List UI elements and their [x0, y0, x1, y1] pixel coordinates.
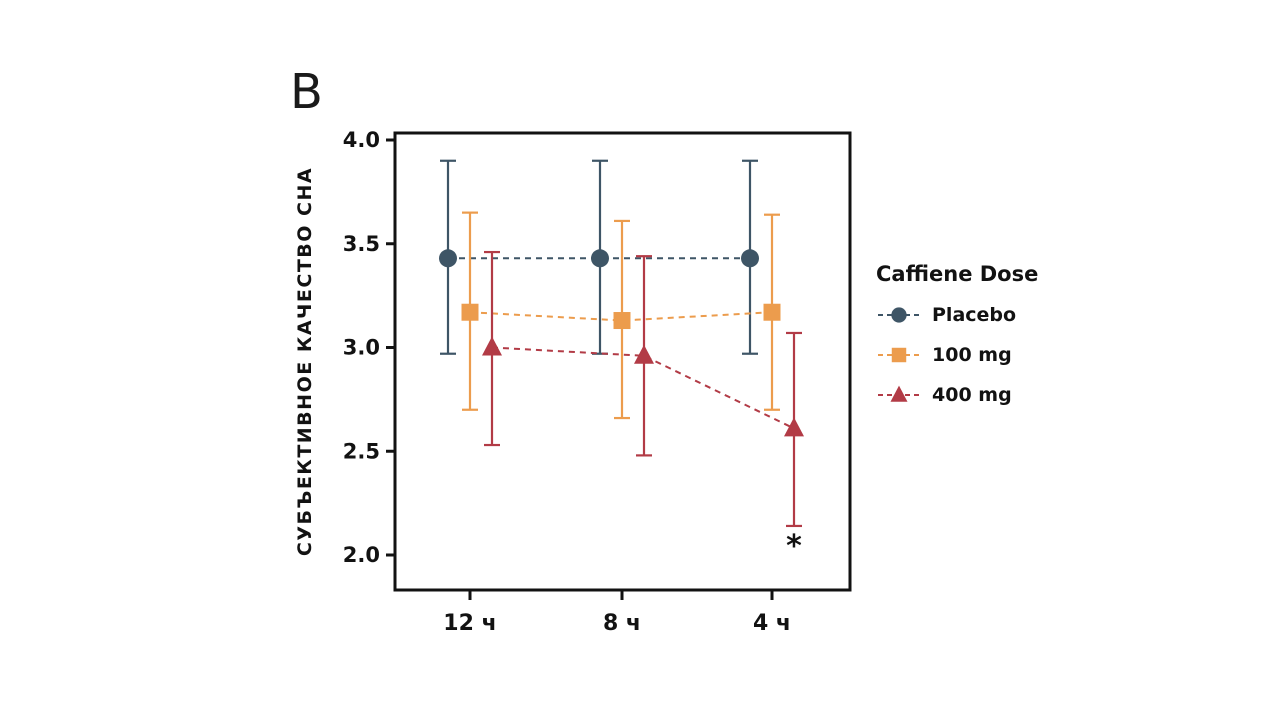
y-tick-label: 3.5 [343, 232, 380, 256]
dose-400mg-triangle-marker-icon [878, 385, 920, 402]
circle-marker [891, 307, 907, 323]
legend-title: Caffiene Dose [876, 262, 1039, 286]
square-marker [763, 303, 781, 321]
placebo-circle-marker-icon [878, 307, 920, 323]
triangle-marker [634, 344, 654, 364]
y-axis-title: СУБЪЕКТИВНОЕ КАЧЕСТВО СНА [294, 167, 316, 556]
significance-asterisk: * [786, 529, 802, 564]
y-tick-label: 2.0 [343, 543, 380, 567]
series-placebo [439, 159, 759, 355]
circle-marker [439, 249, 457, 268]
y-tick-label: 2.5 [343, 439, 380, 463]
circle-marker [741, 249, 759, 268]
legend-label-400mg: 400 mg [932, 384, 1012, 406]
legend-item-400mg: 400 mg [876, 384, 1116, 406]
circle-marker [591, 249, 609, 268]
legend-label-placebo: Placebo [932, 304, 1017, 326]
legend-item-100mg: 100 mg [876, 344, 1116, 366]
x-tick-label: 12 ч [443, 611, 496, 636]
square-marker [891, 347, 907, 363]
legend-item-placebo: Placebo [876, 304, 1116, 326]
legend-label-100mg: 100 mg [932, 344, 1012, 366]
panel-label: B [290, 64, 323, 120]
square-marker [613, 312, 631, 330]
y-tick-label: 3.0 [343, 336, 380, 360]
x-tick-label: 8 ч [603, 611, 641, 636]
x-tick-label: 4 ч [753, 611, 791, 636]
triangle-marker [890, 385, 908, 402]
dose-100mg-square-marker-icon [878, 347, 920, 363]
triangle-marker [482, 336, 502, 356]
series-100-mg [461, 211, 781, 420]
series-400-mg [482, 250, 804, 528]
triangle-marker [784, 417, 804, 437]
square-marker [461, 303, 479, 321]
y-tick-label: 4.0 [343, 128, 380, 152]
legend: Caffiene Dose Placebo 100 mg 400 mg [876, 262, 1116, 406]
